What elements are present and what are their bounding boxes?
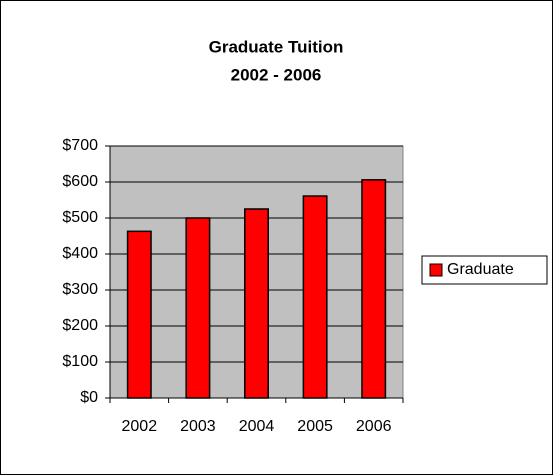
y-tick-label: $500 <box>62 209 98 226</box>
x-tick-label: 2004 <box>239 418 275 435</box>
y-tick-label: $600 <box>62 173 98 190</box>
bar <box>361 179 387 399</box>
legend-box <box>421 255 548 285</box>
x-tick-label: 2003 <box>180 418 216 435</box>
bar <box>126 230 152 399</box>
bar <box>185 217 211 399</box>
chart-subtitle: 2002 - 2006 <box>231 65 322 84</box>
chart-title: Graduate Tuition <box>209 37 344 56</box>
bar <box>302 195 328 399</box>
x-tick-label: 2006 <box>356 418 392 435</box>
y-tick-label: $700 <box>62 137 98 154</box>
legend-label: Graduate <box>447 261 514 278</box>
x-tick-label: 2002 <box>122 418 158 435</box>
legend-swatch <box>429 263 443 277</box>
x-tick-label: 2005 <box>297 418 333 435</box>
y-tick-label: $400 <box>62 245 98 262</box>
y-tick-label: $300 <box>62 281 98 298</box>
y-tick-label: $0 <box>80 389 98 406</box>
y-tick-label: $100 <box>62 353 98 370</box>
bar <box>244 208 269 399</box>
y-tick-label: $200 <box>62 317 98 334</box>
